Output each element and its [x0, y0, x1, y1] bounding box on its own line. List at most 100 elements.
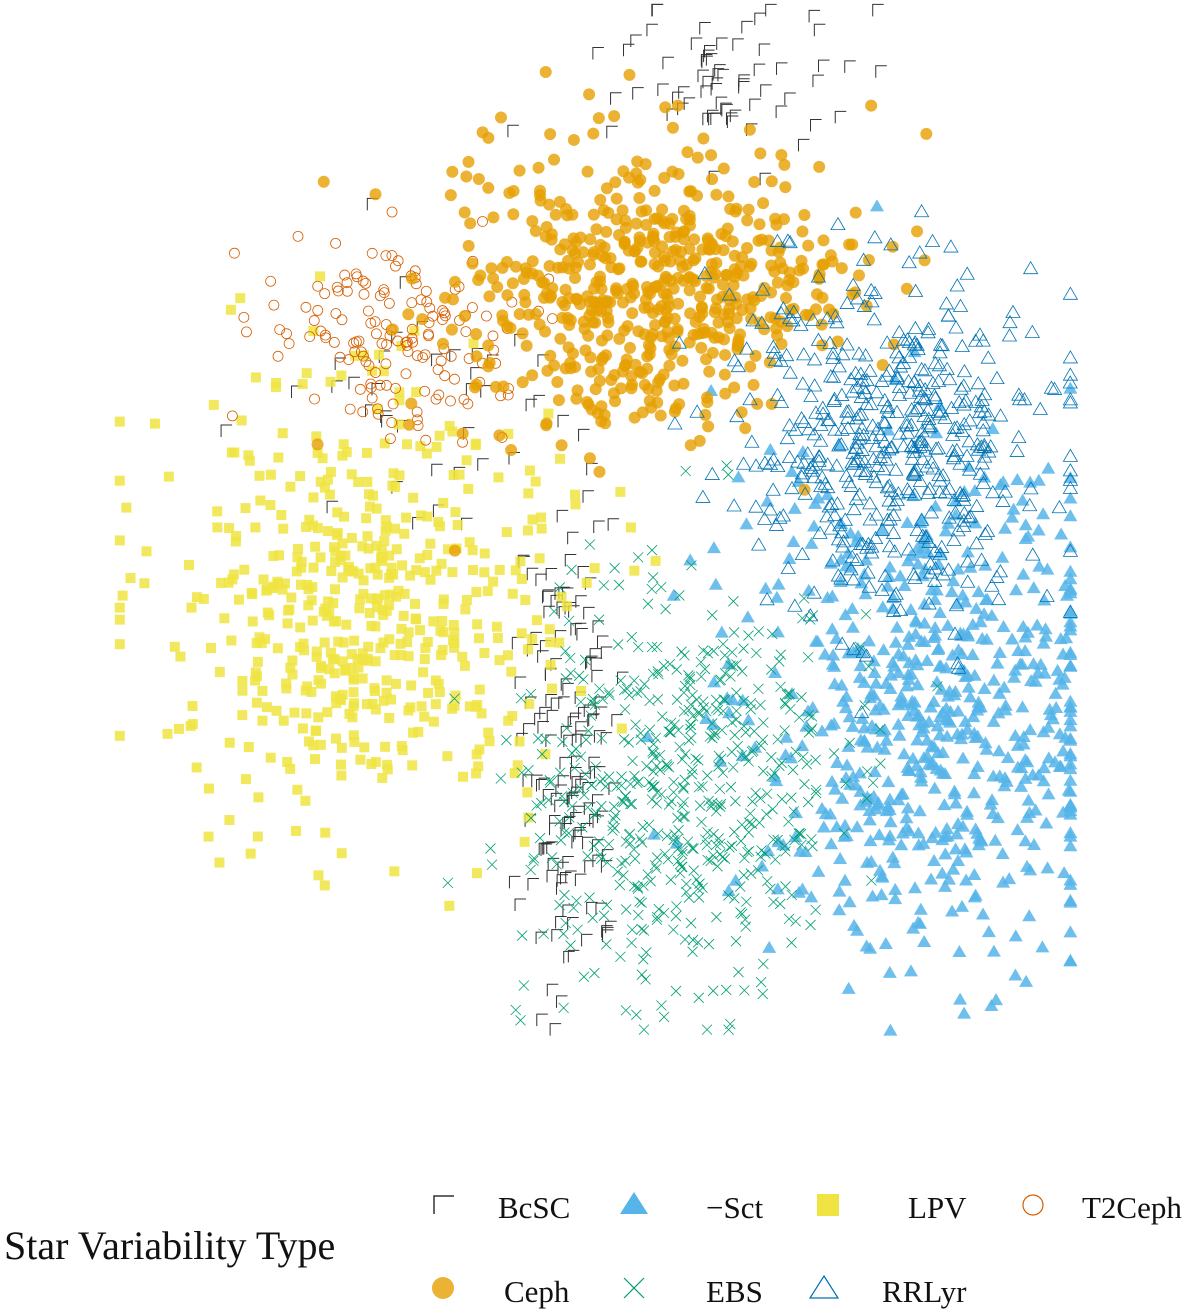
data-point — [557, 414, 570, 428]
data-point — [702, 112, 714, 126]
data-point — [666, 245, 679, 258]
data-point — [683, 735, 695, 746]
data-point — [482, 131, 495, 144]
data-point — [566, 801, 578, 812]
data-point — [509, 768, 520, 779]
data-point — [951, 704, 966, 717]
data-point — [390, 482, 401, 493]
data-point — [906, 374, 922, 389]
data-point — [770, 458, 786, 473]
data-point — [366, 365, 377, 376]
legend-label-t2ceph: T2Ceph — [1082, 1190, 1182, 1225]
data-point — [376, 552, 387, 563]
data-point — [935, 833, 950, 846]
data-point — [473, 761, 484, 772]
data-point — [658, 254, 671, 267]
data-point — [396, 741, 407, 752]
data-point — [526, 255, 539, 268]
data-point — [683, 553, 698, 566]
data-point — [976, 449, 993, 463]
data-point — [911, 557, 926, 570]
data-point — [752, 864, 764, 876]
data-point — [349, 736, 360, 747]
data-point — [934, 539, 950, 553]
data-point — [595, 853, 607, 864]
data-point — [976, 440, 992, 454]
data-point — [801, 583, 816, 596]
data-point — [631, 687, 643, 698]
data-point — [963, 690, 978, 703]
data-point — [241, 326, 252, 338]
data-point — [973, 552, 990, 566]
data-point — [952, 456, 968, 470]
data-point — [683, 284, 696, 297]
data-point — [212, 522, 223, 533]
data-point — [647, 748, 659, 759]
data-point — [835, 262, 848, 275]
data-point — [852, 463, 869, 477]
data-point — [707, 675, 722, 688]
data-point — [380, 515, 391, 526]
data-point — [786, 792, 797, 803]
data-point — [699, 663, 711, 675]
data-point — [901, 542, 917, 556]
data-point — [287, 669, 298, 680]
data-point — [662, 853, 674, 865]
data-point — [575, 783, 586, 794]
data-point — [300, 795, 311, 806]
data-point — [1008, 663, 1023, 676]
data-point — [491, 621, 502, 632]
data-point — [827, 309, 844, 323]
data-point — [902, 824, 917, 837]
data-point — [962, 509, 979, 523]
data-point — [913, 434, 929, 448]
data-point — [784, 465, 799, 478]
data-point — [830, 755, 845, 768]
data-point — [331, 281, 343, 293]
data-point — [1019, 974, 1034, 987]
data-point — [557, 775, 570, 788]
data-point — [907, 403, 923, 417]
data-point — [598, 408, 611, 421]
data-point — [419, 654, 430, 665]
data-point — [470, 367, 482, 380]
data-point — [700, 54, 713, 67]
data-point — [841, 981, 856, 994]
data-point — [1018, 518, 1033, 531]
data-point — [626, 378, 639, 391]
data-point — [676, 354, 689, 367]
data-point — [328, 336, 340, 348]
data-point — [1056, 805, 1071, 818]
data-point — [317, 453, 328, 464]
data-point — [369, 686, 380, 697]
data-point — [623, 68, 636, 81]
data-point — [381, 339, 392, 351]
data-point — [444, 189, 457, 202]
data-point — [888, 586, 904, 600]
data-point — [724, 842, 735, 853]
data-point — [697, 69, 709, 83]
data-point — [1030, 618, 1045, 631]
data-point — [1006, 502, 1021, 515]
data-point — [141, 546, 152, 557]
data-point — [425, 574, 436, 585]
data-point — [338, 439, 349, 450]
data-point — [738, 643, 749, 654]
data-point — [658, 660, 670, 672]
data-point — [471, 768, 482, 779]
data-point — [1022, 260, 1039, 275]
data-point — [1063, 572, 1078, 585]
data-point — [790, 746, 802, 758]
data-point — [620, 353, 633, 366]
data-point — [906, 487, 923, 501]
data-point — [613, 579, 625, 591]
data-point — [598, 241, 611, 254]
data-point — [584, 233, 597, 246]
data-point — [783, 751, 798, 764]
data-point — [285, 763, 296, 774]
data-point — [739, 517, 754, 530]
data-point — [780, 881, 791, 892]
data-point — [932, 337, 949, 351]
data-point — [664, 726, 676, 738]
data-point — [755, 793, 766, 804]
